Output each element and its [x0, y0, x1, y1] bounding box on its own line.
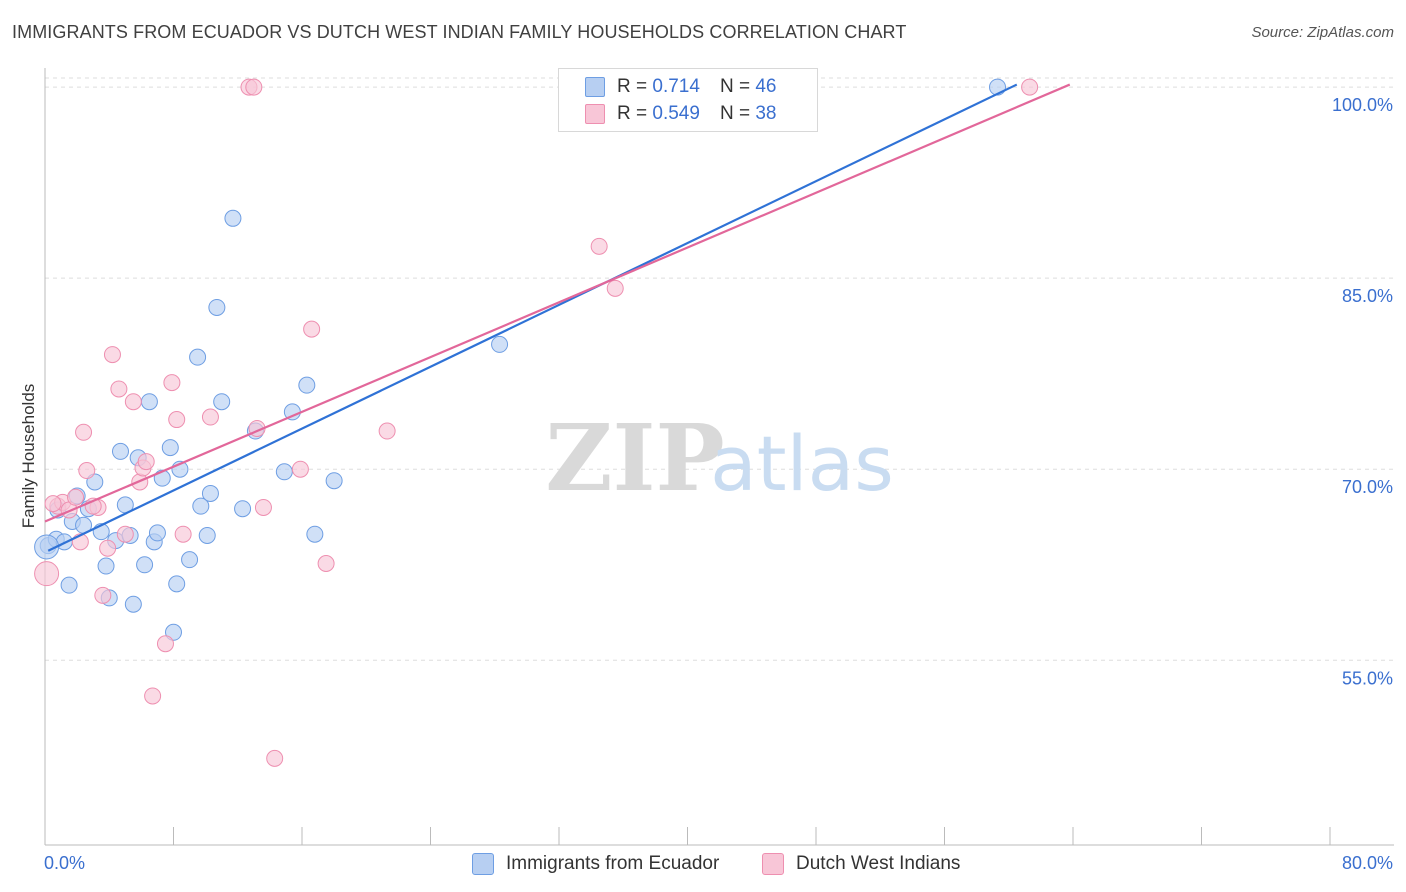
data-point-dutch — [75, 423, 93, 441]
legend-r-value: 0.714 — [652, 76, 700, 97]
data-point-ecuador — [136, 556, 154, 574]
data-point-ecuador — [124, 595, 142, 613]
data-point-ecuador — [491, 335, 509, 353]
bottom-legend-dutch: Dutch West Indians — [762, 850, 960, 878]
y-tick-label: 55.0% — [1342, 668, 1393, 688]
data-point-dutch — [137, 453, 155, 471]
legend-swatch-blue — [585, 77, 605, 97]
data-point-ecuador — [275, 463, 293, 481]
data-point-ecuador — [201, 484, 219, 502]
legend-r-label: R = — [617, 103, 648, 124]
data-point-ecuador — [60, 576, 78, 594]
x-tick-label: 80.0% — [1342, 853, 1393, 873]
bottom-legend-label-ecuador: Immigrants from Ecuador — [506, 853, 720, 874]
data-point-dutch — [99, 539, 117, 557]
data-point-dutch — [317, 554, 335, 572]
watermark-zip: ZIP — [545, 404, 724, 512]
x-tick-label: 0.0% — [44, 853, 85, 873]
data-point-dutch — [94, 586, 112, 604]
data-point-ecuador — [306, 525, 324, 543]
data-point-ecuador — [140, 393, 158, 411]
trend-line-dutch — [44, 83, 1071, 523]
data-point-ecuador — [208, 298, 226, 316]
data-point-dutch — [163, 374, 181, 392]
data-point-dutch — [174, 525, 192, 543]
data-point-dutch — [34, 561, 60, 587]
data-point-ecuador — [234, 500, 252, 518]
data-point-dutch — [124, 393, 142, 411]
data-point-ecuador — [161, 439, 179, 457]
data-point-ecuador — [224, 209, 242, 227]
data-point-ecuador — [198, 526, 216, 544]
y-tick-label: 100.0% — [1332, 95, 1393, 115]
data-point-ecuador — [97, 557, 115, 575]
legend-row-dutch: R = 0.549 N = 38 — [585, 101, 776, 127]
legend-n-label: N = — [719, 76, 751, 97]
data-point-dutch — [245, 78, 263, 96]
data-point-dutch — [201, 408, 219, 426]
legend-row-ecuador: R = 0.714 N = 46 — [585, 74, 776, 100]
data-point-ecuador — [168, 575, 186, 593]
data-point-dutch — [266, 749, 284, 767]
data-point-dutch — [254, 498, 272, 516]
data-point-dutch — [1021, 78, 1039, 96]
legend-n-value: 38 — [755, 103, 777, 124]
data-point-ecuador — [111, 442, 129, 460]
data-point-ecuador — [148, 524, 166, 542]
data-point-dutch — [110, 380, 128, 398]
chart-title: IMMIGRANTS FROM ECUADOR VS DUTCH WEST IN… — [12, 22, 907, 42]
source-credit: Source: ZipAtlas.com — [1251, 24, 1394, 41]
bottom-legend-swatch-pink — [762, 853, 784, 875]
trend-line-ecuador — [47, 83, 1018, 552]
data-point-dutch — [606, 279, 624, 297]
data-point-ecuador — [181, 551, 199, 569]
data-point-ecuador — [213, 393, 231, 411]
bottom-legend-label-dutch: Dutch West Indians — [796, 853, 961, 874]
data-point-dutch — [144, 687, 162, 705]
legend-swatch-pink — [585, 104, 605, 124]
data-point-ecuador — [192, 497, 210, 515]
data-point-dutch — [303, 320, 321, 338]
data-point-ecuador — [298, 376, 316, 394]
data-point-dutch — [378, 422, 396, 440]
bottom-legend-ecuador: Immigrants from Ecuador — [472, 850, 719, 878]
legend-r-label: R = — [617, 76, 648, 97]
data-point-dutch — [156, 635, 174, 653]
data-point-dutch — [116, 525, 134, 543]
data-point-dutch — [44, 495, 62, 513]
y-axis-label: Family Households — [19, 384, 38, 529]
data-point-ecuador — [325, 472, 343, 490]
y-tick-label: 70.0% — [1342, 477, 1393, 497]
legend-r-value: 0.549 — [652, 103, 700, 124]
data-point-dutch — [103, 346, 121, 364]
legend-n-value: 46 — [755, 76, 777, 97]
data-point-dutch — [168, 411, 186, 429]
watermark-atlas: atlas — [710, 419, 894, 508]
correlation-legend: R = 0.714 N = 46 R = 0.549 N = 38 — [558, 68, 818, 132]
y-tick-label: 85.0% — [1342, 286, 1393, 306]
data-point-dutch — [291, 460, 309, 478]
data-point-ecuador — [189, 348, 207, 366]
bottom-legend-swatch-blue — [472, 853, 494, 875]
legend-n-label: N = — [719, 103, 751, 124]
data-point-dutch — [78, 462, 96, 480]
data-point-dutch — [590, 237, 608, 255]
data-point-dutch — [67, 488, 85, 506]
